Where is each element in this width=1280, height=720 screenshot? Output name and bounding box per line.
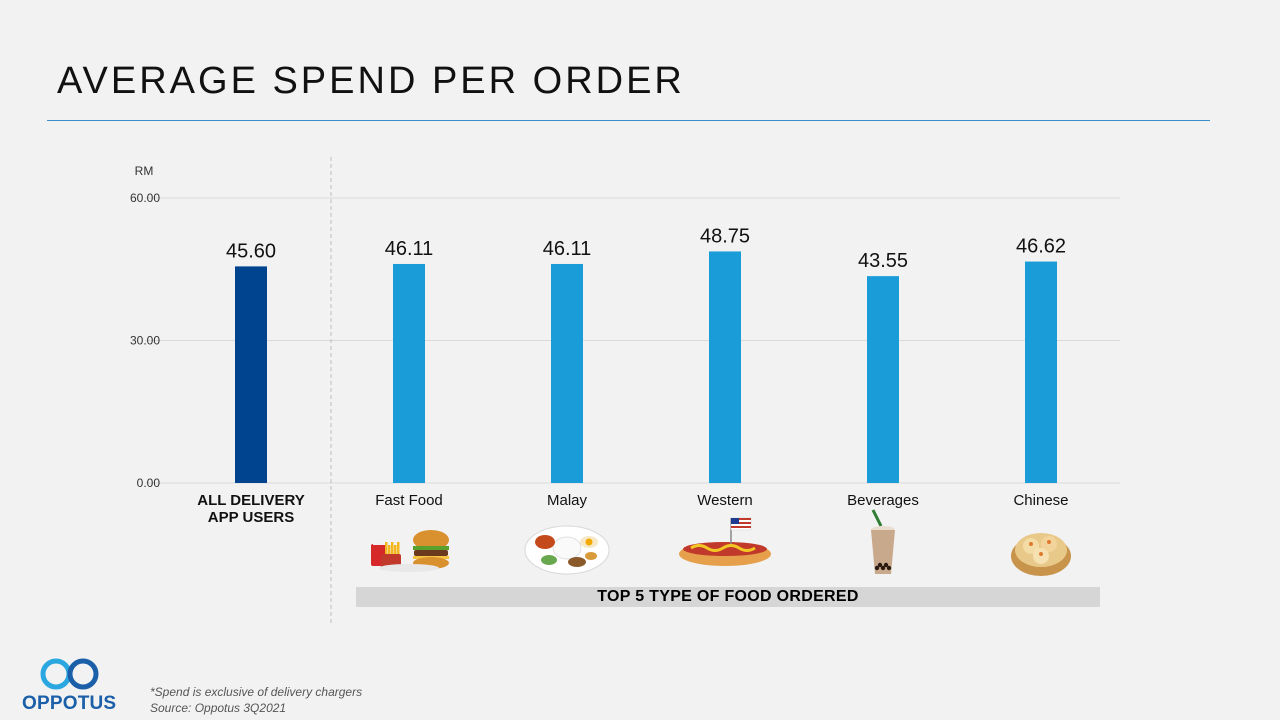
oppotus-logo-icon [40,658,99,690]
x-tick-label: ALL DELIVERY APP USERS [197,492,305,526]
data-label: 46.11 [385,238,434,260]
x-tick-label: Chinese [1013,492,1068,509]
nasi-lemak-plate-icon [524,525,610,575]
y-tick-label: 60.00 [130,191,160,205]
top5-band-label: TOP 5 TYPE OF FOOD ORDERED [356,587,1100,607]
title-divider [47,120,1210,121]
footnote-source: Source: Oppotus 3Q2021 [150,701,287,715]
footnote: *Spend is exclusive of delivery chargers… [150,684,362,716]
x-tick-label: Malay [547,492,588,509]
hotdog-icon [679,517,771,566]
bar-western [709,251,741,483]
y-axis-label: RM [135,164,154,178]
bar-beverages [867,276,899,483]
bar-all-delivery-app-users [235,266,267,483]
logo-text: OPPOTUS [22,693,117,714]
bar-chinese [1025,261,1057,483]
data-label: 46.11 [543,238,592,260]
data-label: 45.60 [226,240,276,262]
x-tick-label: Fast Food [375,492,443,509]
y-tick-label: 0.00 [137,476,161,490]
bar-fast-food [393,263,425,483]
burger-fries-icon [371,530,449,572]
bar-malay [551,263,583,483]
footnote-spend-note: *Spend is exclusive of delivery chargers [150,685,363,699]
y-tick-label: 30.00 [130,334,160,348]
dim-sum-icon [1011,533,1071,576]
data-label: 48.75 [700,225,750,247]
page-title: AVERAGE SPEND PER ORDER [57,60,685,102]
x-tick-label: Western [697,492,753,509]
data-label: 46.62 [1016,236,1066,258]
bubble-tea-icon [871,509,895,574]
x-tick-label: Beverages [847,492,919,509]
data-label: 43.55 [858,250,908,272]
